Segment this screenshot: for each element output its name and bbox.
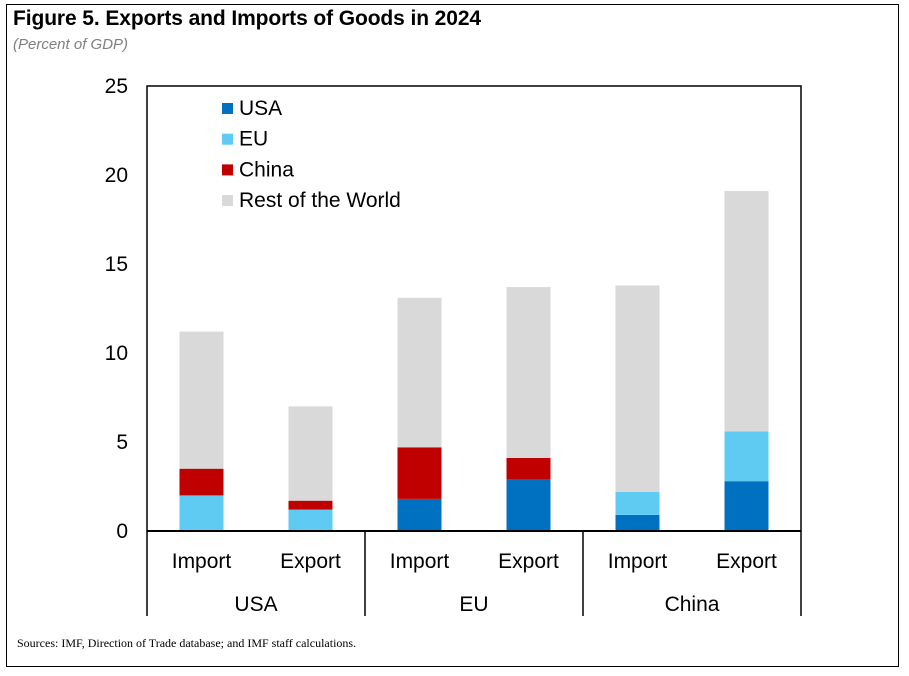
bar-segment-usa-export-eu (288, 509, 333, 531)
x-category-label: Import (390, 550, 450, 573)
legend-label: Rest of the World (239, 189, 401, 212)
bar-segment-china-import-eu (615, 491, 660, 515)
bar-segment-eu-export-usa (506, 479, 551, 531)
bar-segment-eu-import-usa (397, 499, 442, 531)
y-tick-label: 5 (116, 431, 128, 454)
x-category-label: Export (716, 550, 777, 573)
figure-frame (6, 4, 899, 667)
bar-segment-china-import-usa (615, 515, 660, 531)
source-note: Sources: IMF, Direction of Trade databas… (17, 636, 357, 650)
y-tick-label: 10 (105, 342, 128, 365)
bar-segment-eu-import-china (397, 447, 442, 499)
x-category-label: Export (280, 550, 341, 573)
legend-swatch-usa (222, 103, 233, 114)
x-category-label: Import (608, 550, 668, 573)
plot-frame (146, 85, 802, 532)
x-category-label: Export (498, 550, 559, 573)
legend-swatch-eu (222, 133, 233, 145)
x-group-label: USA (234, 593, 277, 616)
bar-segment-usa-import-china (179, 468, 224, 496)
bar-segment-eu-export-rest-of-the-world (506, 287, 551, 458)
legend-label: USA (239, 97, 282, 120)
legend-swatch-china (222, 164, 233, 176)
bar-segment-usa-import-eu (179, 495, 224, 531)
bars-layer (179, 191, 769, 531)
bar-segment-eu-export-china (506, 458, 551, 480)
y-tick-label: 20 (105, 164, 128, 187)
bar-segment-china-import-rest-of-the-world (615, 285, 660, 492)
y-tick-label: 0 (116, 520, 128, 543)
y-tick-label: 25 (105, 75, 128, 98)
legend-label: EU (239, 128, 268, 151)
bar-segment-china-export-rest-of-the-world (724, 191, 769, 432)
y-tick-label: 15 (105, 253, 128, 276)
axes-layer: 0 5 10 15 20 25 Import Export Import Export Import… (105, 75, 802, 616)
bar-segment-china-export-usa (724, 481, 769, 531)
x-category-label: Import (172, 550, 232, 573)
bar-segment-usa-export-rest-of-the-world (288, 406, 333, 501)
legend-swatch-rest-of-the-world (222, 195, 233, 207)
legend-label: China (239, 158, 294, 181)
bar-segment-eu-import-rest-of-the-world (397, 297, 442, 448)
chart-title: Figure 5. Exports and Imports of Goods i… (13, 7, 481, 30)
chart-subtitle: (Percent of GDP) (13, 36, 129, 53)
x-group-label: China (665, 593, 720, 616)
bar-segment-usa-export-china (288, 500, 333, 510)
x-group-label: EU (459, 593, 488, 616)
legend: USA EU China Rest of the World (222, 97, 401, 212)
bar-segment-china-export-eu (724, 431, 769, 482)
bar-segment-usa-import-rest-of-the-world (179, 331, 224, 469)
